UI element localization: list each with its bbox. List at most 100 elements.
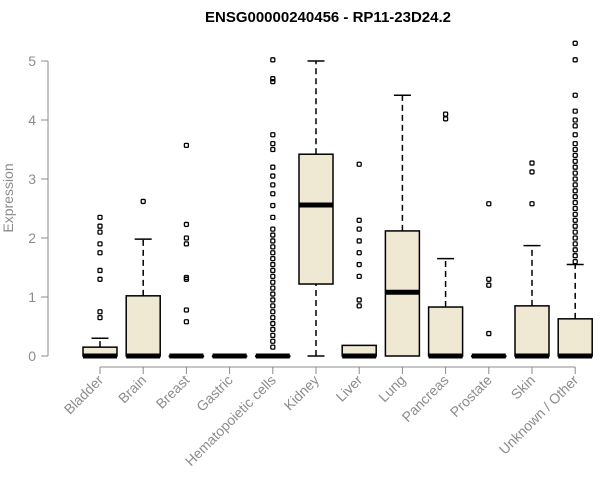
- x-tick-label: Skin: [508, 372, 539, 403]
- outlier-point: [270, 244, 276, 250]
- outlier-point: [270, 57, 276, 63]
- outlier-point: [270, 273, 276, 280]
- box-brain: [125, 198, 161, 359]
- box-body: [514, 305, 550, 357]
- outlier-point: [356, 273, 362, 280]
- outlier-point: [572, 199, 578, 206]
- outlier-point: [572, 223, 578, 229]
- box-unknown-other: [557, 40, 593, 359]
- outlier-point: [270, 238, 276, 244]
- outlier-point: [270, 226, 276, 232]
- outlier-point: [270, 132, 276, 138]
- outlier-point: [356, 217, 362, 223]
- outlier-point: [572, 182, 578, 188]
- outlier-point: [270, 291, 276, 297]
- outlier-point: [529, 201, 535, 207]
- y-tick-label: 1: [28, 289, 36, 305]
- outlier-point: [97, 214, 103, 221]
- outlier-point: [442, 116, 449, 122]
- outlier-point: [572, 108, 578, 114]
- y-axis: 0 1 2 3 4 5: [28, 53, 49, 364]
- box-body: [125, 295, 161, 357]
- outlier-point: [97, 241, 103, 247]
- outlier-point: [356, 261, 362, 268]
- outlier-point: [356, 226, 362, 232]
- outlier-point: [270, 250, 276, 256]
- outlier-point: [572, 123, 578, 129]
- outlier-point: [270, 202, 276, 209]
- outlier-point: [183, 221, 190, 228]
- box-breast: [168, 142, 205, 359]
- outlier-point: [356, 297, 362, 303]
- box-bladder: [82, 214, 118, 359]
- outlier-point: [572, 241, 578, 247]
- outlier-point: [270, 182, 276, 188]
- outlier-point: [270, 332, 276, 339]
- outlier-point: [529, 160, 535, 166]
- outlier-point: [270, 344, 276, 350]
- outlier-point: [572, 176, 578, 182]
- y-tick-label: 0: [28, 348, 36, 364]
- outlier-point: [97, 229, 103, 235]
- outlier-point: [572, 40, 578, 46]
- outlier-point: [270, 297, 276, 303]
- outlier-point: [270, 320, 276, 327]
- outlier-point: [270, 164, 276, 170]
- outlier-point: [572, 247, 578, 253]
- outlier-point: [572, 258, 578, 265]
- x-tick-label: Lung: [375, 372, 408, 405]
- box-body: [298, 153, 334, 285]
- outlier-point: [572, 235, 578, 241]
- outlier-point: [572, 194, 578, 200]
- outlier-point: [572, 92, 578, 98]
- outlier-point: [183, 274, 190, 281]
- outlier-point: [486, 276, 492, 282]
- box-gastric: [211, 353, 248, 359]
- outlier-point: [572, 170, 578, 176]
- outlier-point: [97, 267, 103, 274]
- outlier-point: [572, 158, 578, 164]
- outlier-point: [270, 267, 276, 274]
- outlier-point: [270, 173, 276, 179]
- outlier-point: [183, 307, 190, 313]
- outlier-point: [572, 229, 578, 235]
- x-tick-label: Gastric: [193, 372, 236, 415]
- x-tick-label: Breast: [153, 372, 193, 412]
- outlier-point: [270, 326, 276, 333]
- outlier-point: [97, 314, 103, 321]
- box-body: [557, 318, 593, 357]
- box-hematopoietic-cells: [255, 57, 291, 359]
- outlier-point: [270, 255, 276, 262]
- outlier-point: [97, 309, 103, 315]
- y-tick-label: 3: [28, 171, 36, 187]
- outlier-point: [97, 223, 103, 229]
- outlier-point: [572, 217, 578, 223]
- x-tick-label: Kidney: [281, 372, 323, 414]
- outlier-point: [183, 319, 190, 325]
- box-kidney: [298, 60, 334, 357]
- y-tick-label: 5: [28, 53, 36, 69]
- outlier-point: [270, 191, 276, 197]
- outlier-point: [183, 142, 190, 149]
- outlier-point: [486, 201, 492, 207]
- box-prostate: [471, 201, 507, 359]
- outlier-point: [270, 285, 276, 291]
- outlier-point: [572, 146, 578, 153]
- x-tick-label: Prostate: [447, 372, 495, 420]
- box-pancreas: [427, 111, 464, 359]
- chart-title: ENSG00000240456 - RP11-23D24.2: [205, 9, 451, 26]
- outlier-point: [270, 303, 276, 309]
- outlier-point: [572, 140, 578, 147]
- outlier-point: [183, 235, 190, 241]
- outlier-point: [572, 152, 578, 159]
- outlier-point: [572, 205, 578, 212]
- outlier-point: [356, 250, 362, 256]
- x-tick-label: Bladder: [61, 372, 107, 418]
- outlier-point: [270, 232, 276, 238]
- x-tick-label: Unknown / Other: [496, 372, 582, 458]
- outlier-point: [356, 238, 362, 244]
- outlier-point: [97, 276, 103, 282]
- outlier-point: [270, 146, 276, 153]
